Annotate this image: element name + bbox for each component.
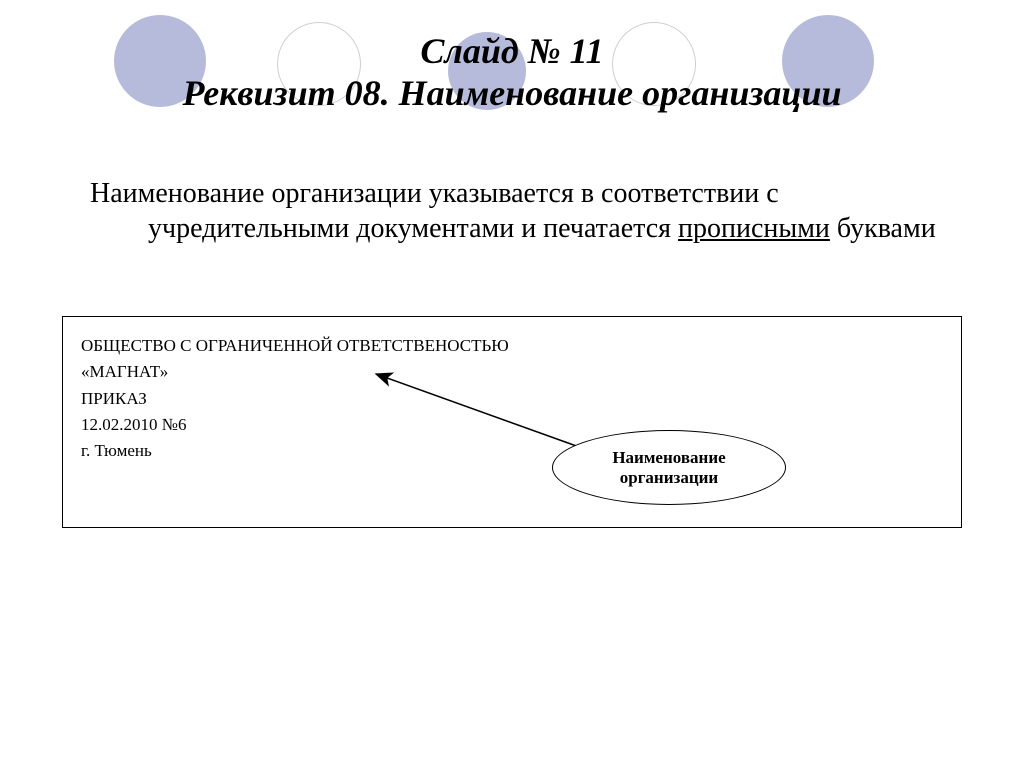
slide: Слайд № 11 Реквизит 08. Наименование орг…	[0, 0, 1024, 768]
callout-line-2: организации	[620, 468, 718, 488]
callout-line-1: Наименование	[612, 448, 725, 468]
callout-arrow	[0, 0, 1024, 768]
callout-ellipse: Наименование организации	[552, 430, 786, 505]
